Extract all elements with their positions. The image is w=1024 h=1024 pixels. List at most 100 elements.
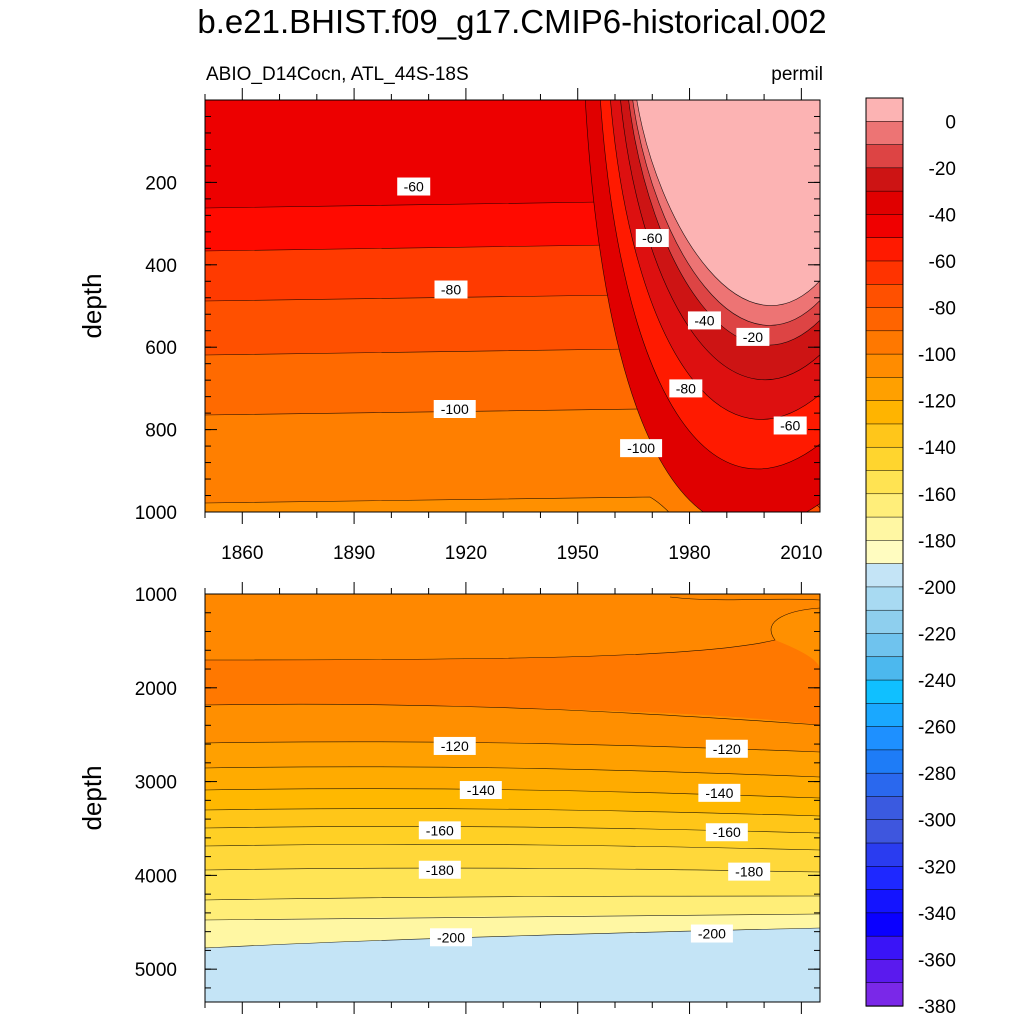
upper-field-band — [205, 409, 724, 512]
colorbar-swatch — [865, 540, 904, 565]
colorbar-swatch — [865, 749, 904, 774]
colorbar-swatch — [865, 935, 904, 961]
colorbar-swatch — [865, 353, 904, 379]
contour-line — [205, 895, 820, 901]
contour-label-text: -160 — [426, 822, 454, 838]
contour-label-text: -120 — [713, 741, 741, 757]
colorbar-swatch — [865, 470, 904, 495]
x-tick-label: 2010 — [780, 543, 822, 564]
contour-label: -160 — [418, 821, 461, 840]
contour-label-box — [736, 327, 770, 346]
colorbar-swatch — [865, 493, 904, 518]
colorbar-swatch — [865, 377, 904, 402]
contour-label: -60 — [635, 229, 669, 248]
contour-label: -200 — [430, 928, 472, 947]
contour-label-box — [433, 736, 476, 755]
y-tick-label: 3000 — [135, 773, 177, 794]
colorbar-label: -160 — [918, 485, 956, 506]
contour-label-text: -60 — [642, 230, 662, 246]
upper-plot-frame — [204, 99, 821, 513]
colorbar-label: -80 — [929, 299, 956, 320]
colorbar-swatch — [865, 796, 904, 821]
y-tick-label: 1000 — [135, 503, 177, 524]
colorbar-swatch — [865, 679, 904, 704]
contour-label-box — [418, 821, 461, 840]
colorbar-swatch — [865, 819, 904, 844]
colorbar-label: -280 — [918, 764, 956, 785]
x-tick-label: 1890 — [333, 543, 375, 564]
contour-label-box — [705, 739, 748, 758]
colorbar-label: -240 — [918, 671, 956, 692]
colorbar-swatch — [865, 307, 904, 332]
colorbar-label: -360 — [918, 950, 956, 971]
colorbar-swatch — [865, 284, 904, 309]
colorbar-swatch — [865, 609, 904, 635]
colorbar-swatch — [865, 423, 904, 448]
colorbar-swatch — [865, 400, 904, 425]
colorbar-swatch — [865, 563, 904, 588]
contour-label-box — [705, 823, 748, 842]
upper-field-band — [205, 497, 669, 512]
contour-line — [205, 703, 820, 726]
colorbar-swatch — [865, 237, 904, 262]
contour-label: -160 — [705, 823, 748, 842]
figure-title: b.e21.BHIST.f09_g17.CMIP6-historical.002 — [197, 3, 827, 40]
contour-label: -120 — [433, 736, 476, 755]
contour-label: -20 — [736, 327, 770, 346]
y-axis-title: depth — [77, 765, 107, 830]
contour-line — [205, 808, 820, 817]
colorbar-label: -60 — [929, 252, 956, 273]
contour-line — [205, 496, 670, 512]
subtitle-variable: ABIO_D14Cocn, ATL_44S-18S — [206, 64, 469, 85]
colorbar-swatch — [865, 446, 904, 472]
contour-line — [632, 100, 820, 326]
y-tick-label: 1000 — [135, 585, 177, 606]
colorbar-swatch — [865, 772, 904, 798]
colorbar-label: -320 — [918, 857, 956, 878]
contour-label: -100 — [433, 400, 476, 418]
colorbar-swatch — [865, 842, 904, 867]
contour-line — [205, 788, 820, 799]
colorbar-swatch — [865, 959, 904, 984]
contour-label-text: -100 — [627, 440, 655, 456]
colorbar-swatch — [865, 912, 904, 937]
colorbar-swatch — [865, 586, 904, 611]
contour-label: -60 — [397, 177, 431, 196]
contour-label-text: -100 — [441, 401, 469, 417]
y-tick-label: 200 — [145, 173, 177, 194]
lower-panel-field — [205, 594, 820, 1002]
contour-label: -200 — [690, 924, 733, 943]
lower-field-band — [205, 928, 820, 1002]
contour-line — [669, 596, 820, 601]
lower-plot-frame — [204, 593, 821, 1003]
contour-label-text: -140 — [705, 785, 733, 801]
colorbar-label: -140 — [918, 438, 956, 459]
contour-label-text: -180 — [426, 862, 454, 878]
contour-label-box — [620, 439, 663, 458]
colorbar-frame — [865, 97, 904, 1007]
colorbar-label: -120 — [918, 392, 956, 413]
contour-label-text: -40 — [694, 312, 714, 328]
contour-label-box — [397, 177, 431, 196]
colorbar-swatch — [865, 330, 904, 355]
colorbar-swatch — [865, 982, 904, 1007]
contour-label: -180 — [418, 860, 461, 879]
colorbar-label: -40 — [929, 205, 956, 226]
colorbar-swatch — [865, 97, 904, 122]
contour-label: -80 — [669, 379, 703, 398]
contour-line — [205, 766, 820, 778]
colorbar-swatch — [865, 260, 904, 285]
contour-label-box — [773, 416, 807, 435]
contour-label-box — [418, 860, 461, 879]
lower-field-band — [205, 594, 820, 660]
contour-line — [205, 607, 820, 661]
contour-label-box — [698, 783, 741, 802]
y-tick-label: 400 — [145, 256, 177, 277]
contour-label: -60 — [773, 416, 807, 435]
contour-label: -100 — [620, 439, 663, 458]
colorbar-swatch — [865, 703, 904, 728]
contour-line — [585, 100, 820, 512]
x-tick-label: 1860 — [221, 543, 263, 564]
colorbar-label: -220 — [918, 624, 956, 645]
